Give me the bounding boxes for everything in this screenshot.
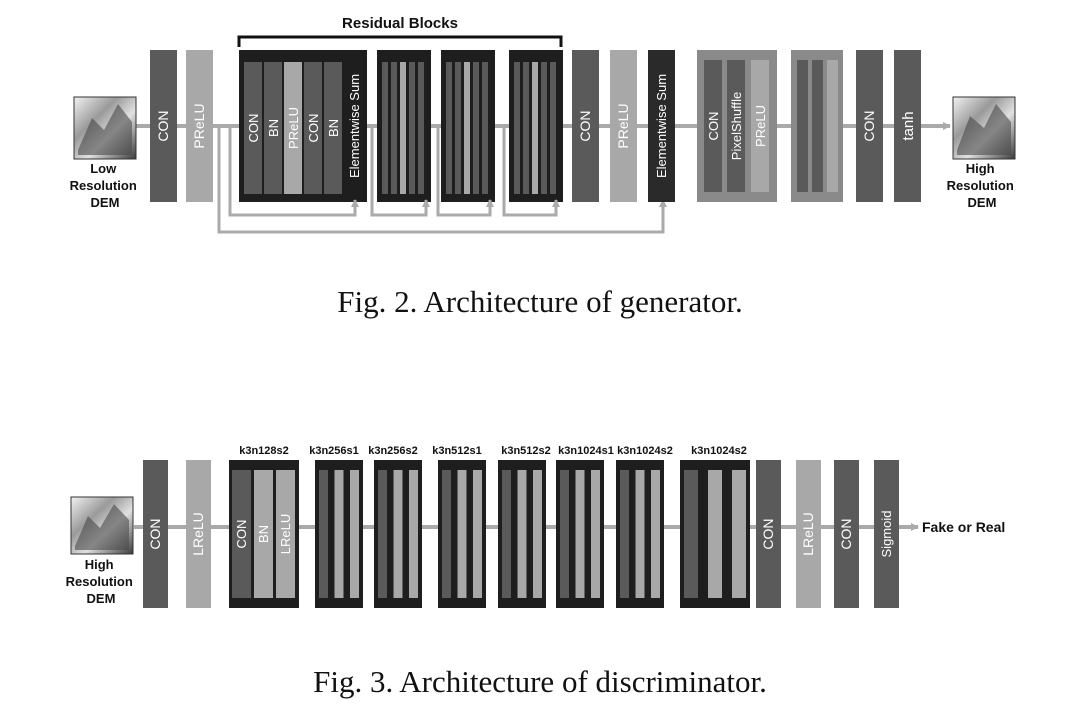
- generator-elementwise-sum: Elementwise Sum: [648, 50, 675, 202]
- svg-text:PReLU: PReLU: [615, 103, 631, 148]
- svg-text:BN: BN: [326, 119, 341, 137]
- res-con-b: [304, 62, 322, 194]
- generator-prelu-layer-2: PReLU: [610, 50, 637, 202]
- generator-output-label: High Resolution DEM: [947, 161, 1018, 210]
- svg-text:CON: CON: [147, 518, 163, 549]
- svg-text:CON: CON: [306, 114, 321, 143]
- svg-text:LReLU: LReLU: [800, 512, 816, 556]
- residual-block-3: [441, 50, 495, 202]
- discriminator-block-7: [616, 460, 664, 608]
- discriminator-block-1: CON BN LReLU: [229, 460, 299, 608]
- svg-text:CON: CON: [861, 110, 877, 141]
- discriminator-lrelu-layer-1: LReLU: [186, 460, 211, 608]
- svg-text:PixelShuffle: PixelShuffle: [729, 92, 744, 160]
- generator-output-dem-image: [952, 96, 1016, 160]
- discriminator-block-params: k3n128s2 k3n256s1 k3n256s2 k3n512s1 k3n5…: [239, 445, 747, 457]
- discriminator-block-3: [374, 460, 422, 608]
- svg-text:tanh: tanh: [900, 111, 917, 140]
- discriminator-block-5: [498, 460, 546, 608]
- block-param-7: k3n1024s2: [617, 445, 673, 457]
- residual-bracket: [237, 35, 563, 47]
- block-param-1: k3n128s2: [239, 445, 289, 457]
- discriminator-sigmoid-layer: Sigmoid: [874, 460, 899, 608]
- discriminator-block-6: [556, 460, 604, 608]
- generator-tanh-layer: tanh: [894, 50, 921, 202]
- upsample-block-1: CON PixelShuffle PReLU: [697, 50, 777, 202]
- svg-text:BN: BN: [266, 119, 281, 137]
- res-bn-b: [324, 62, 342, 194]
- svg-text:CON: CON: [706, 112, 721, 141]
- res-con-a: [244, 62, 262, 194]
- generator-con-layer-2: CON: [572, 50, 599, 202]
- svg-text:CON: CON: [838, 518, 854, 549]
- discriminator-block-8: [680, 460, 750, 608]
- res-bn-a: [264, 62, 282, 194]
- svg-text:PReLU: PReLU: [286, 107, 301, 149]
- discriminator-diagram: High Resolution DEM CON LReLU CON BN LRe…: [66, 445, 1006, 699]
- discriminator-output-label: Fake or Real: [922, 519, 1005, 535]
- discriminator-input-dem-image: [70, 496, 134, 555]
- svg-text:CON: CON: [246, 114, 261, 143]
- block-param-8: k3n1024s2: [691, 445, 747, 457]
- residual-blocks-compact: [377, 50, 563, 202]
- res-prelu: [284, 62, 302, 194]
- discriminator-block-4: [438, 460, 486, 608]
- svg-text:PReLU: PReLU: [753, 105, 768, 147]
- svg-text:Elementwise Sum: Elementwise Sum: [347, 74, 362, 178]
- svg-text:LReLU: LReLU: [278, 514, 293, 554]
- discriminator-blocks-compact: [315, 460, 750, 608]
- svg-text:Sigmoid: Sigmoid: [879, 511, 894, 558]
- discriminator-block-2: [315, 460, 363, 608]
- svg-text:Elementwise Sum: Elementwise Sum: [654, 74, 669, 178]
- generator-caption: Fig. 2. Architecture of generator.: [337, 284, 742, 319]
- generator-input-label: Low Resolution DEM: [70, 161, 141, 210]
- generator-con-layer-3: CON: [856, 50, 883, 202]
- generator-diagram: Low Resolution DEM CON PReLU Residual Bl…: [70, 15, 1018, 319]
- discriminator-input-label: High Resolution DEM: [66, 557, 137, 606]
- residual-block-1: CON BN PReLU CON BN Elementwise Sum: [239, 50, 367, 202]
- generator-input-dem-image: [73, 96, 137, 160]
- block-param-6: k3n1024s1: [558, 445, 614, 457]
- block-param-3: k3n256s2: [368, 445, 418, 457]
- residual-block-2: [377, 50, 431, 202]
- svg-text:LReLU: LReLU: [190, 512, 206, 556]
- generator-prelu-layer-1: PReLU: [186, 50, 213, 202]
- svg-text:CON: CON: [155, 110, 171, 141]
- discriminator-lrelu-layer-2: LReLU: [796, 460, 821, 608]
- block-param-2: k3n256s1: [309, 445, 359, 457]
- upsample-block-2: [791, 50, 843, 202]
- svg-text:CON: CON: [577, 110, 593, 141]
- residual-blocks-title: Residual Blocks: [342, 15, 458, 32]
- skip-connections: [217, 126, 667, 234]
- block-param-5: k3n512s2: [501, 445, 551, 457]
- generator-con-layer-1: CON: [150, 50, 177, 202]
- svg-text:CON: CON: [234, 520, 249, 549]
- discriminator-con-layer-3: CON: [834, 460, 859, 608]
- residual-block-4: [509, 50, 563, 202]
- discriminator-caption: Fig. 3. Architecture of discriminator.: [313, 664, 767, 699]
- svg-text:BN: BN: [256, 525, 271, 543]
- discriminator-con-layer-2: CON: [756, 460, 781, 608]
- block-param-4: k3n512s1: [432, 445, 482, 457]
- discriminator-con-layer-1: CON: [143, 460, 168, 608]
- svg-text:PReLU: PReLU: [191, 103, 207, 148]
- svg-text:CON: CON: [760, 518, 776, 549]
